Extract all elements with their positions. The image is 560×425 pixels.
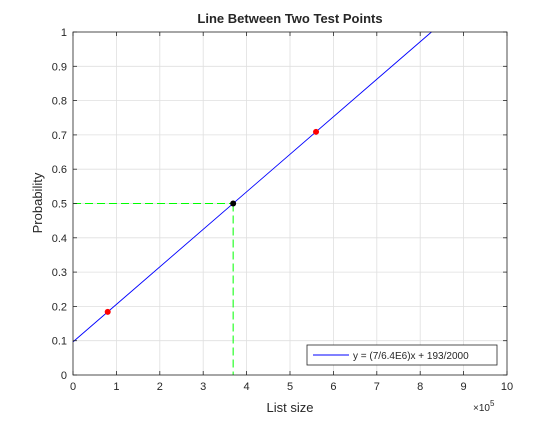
y-tick-label: 0.4 xyxy=(52,233,67,245)
chart-title: Line Between Two Test Points xyxy=(197,11,382,26)
x-ticks: 0 1 2 3 4 5 6 7 8 9 10 xyxy=(70,32,513,393)
x-exponent-label: ×105 xyxy=(473,399,495,414)
legend-entry: y = (7/6.4E6)x + 193/2000 xyxy=(353,351,469,362)
intersection-point xyxy=(230,200,237,207)
series-line xyxy=(72,31,432,343)
y-tick-label: 0.9 xyxy=(52,61,67,73)
x-tick-label: 5 xyxy=(287,381,293,393)
y-axis-label: Probability xyxy=(30,172,45,233)
points-layer xyxy=(104,128,320,315)
x-tick-label: 3 xyxy=(200,381,206,393)
y-tick-label: 0.8 xyxy=(52,96,67,108)
x-tick-label: 1 xyxy=(113,381,119,393)
x-exponent-base: ×10 xyxy=(473,403,490,414)
y-tick-label: 0.5 xyxy=(52,199,67,211)
test-point xyxy=(313,128,320,135)
series-layer xyxy=(72,31,432,343)
y-tick-label: 1 xyxy=(61,27,67,39)
y-tick-label: 0.1 xyxy=(52,336,67,348)
legend: y = (7/6.4E6)x + 193/2000 xyxy=(306,344,498,366)
x-axis-label: List size xyxy=(267,400,314,415)
y-ticks: 0 0.1 0.2 0.3 0.4 0.5 0.6 0.7 0.8 0.9 1 xyxy=(52,27,507,382)
x-tick-label: 9 xyxy=(461,381,467,393)
legend-box xyxy=(306,344,498,366)
guide-lines xyxy=(73,203,234,375)
y-tick-label: 0.3 xyxy=(52,267,67,279)
y-tick-label: 0.7 xyxy=(52,130,67,142)
x-tick-label: 7 xyxy=(374,381,380,393)
x-tick-label: 2 xyxy=(157,381,163,393)
x-tick-label: 10 xyxy=(501,381,513,393)
y-tick-label: 0.2 xyxy=(52,301,67,313)
test-point xyxy=(104,308,111,315)
x-tick-label: 4 xyxy=(244,381,250,393)
x-tick-label: 8 xyxy=(417,381,423,393)
x-tick-label: 0 xyxy=(70,381,76,393)
y-tick-label: 0.6 xyxy=(52,164,67,176)
y-tick-label: 0 xyxy=(61,370,67,382)
x-exponent-power: 5 xyxy=(490,399,495,408)
x-tick-label: 6 xyxy=(330,381,336,393)
